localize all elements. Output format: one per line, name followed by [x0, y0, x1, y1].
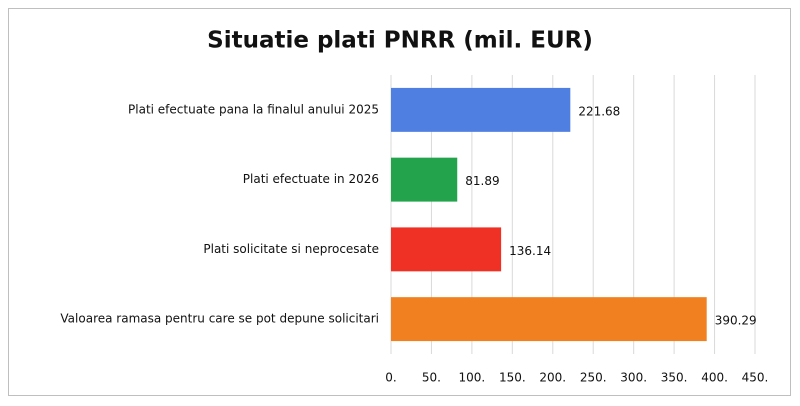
y-tick-label: Plati efectuate pana la finalul anului 2…: [128, 102, 379, 116]
x-tick-label: 200.: [539, 371, 566, 385]
x-tick-label: 150.: [499, 371, 526, 385]
x-tick-label: 100.: [459, 371, 486, 385]
chart-title: Situatie plati PNRR (mil. EUR): [207, 28, 593, 54]
y-tick-label: Valoarea ramasa pentru care se pot depun…: [60, 312, 379, 326]
data-label: 136.14: [509, 244, 551, 258]
x-tick-label: 0.: [385, 371, 396, 385]
y-tick-label: Plati efectuate in 2026: [243, 172, 379, 186]
data-label: 81.89: [465, 174, 499, 188]
x-tick-label: 50.: [422, 371, 441, 385]
data-label: 390.29: [715, 314, 757, 328]
bar: [391, 297, 707, 342]
bar: [391, 227, 502, 272]
data-label: 221.68: [578, 104, 620, 118]
x-tick-label: 250.: [580, 371, 607, 385]
bar: [391, 157, 458, 202]
x-tick-label: 450.: [742, 371, 769, 385]
x-tick-label: 300.: [620, 371, 647, 385]
y-tick-label: Plati solicitate si neprocesate: [203, 242, 379, 256]
bar: [391, 87, 571, 132]
x-tick-label: 350.: [661, 371, 688, 385]
x-tick-label: 400.: [701, 371, 728, 385]
